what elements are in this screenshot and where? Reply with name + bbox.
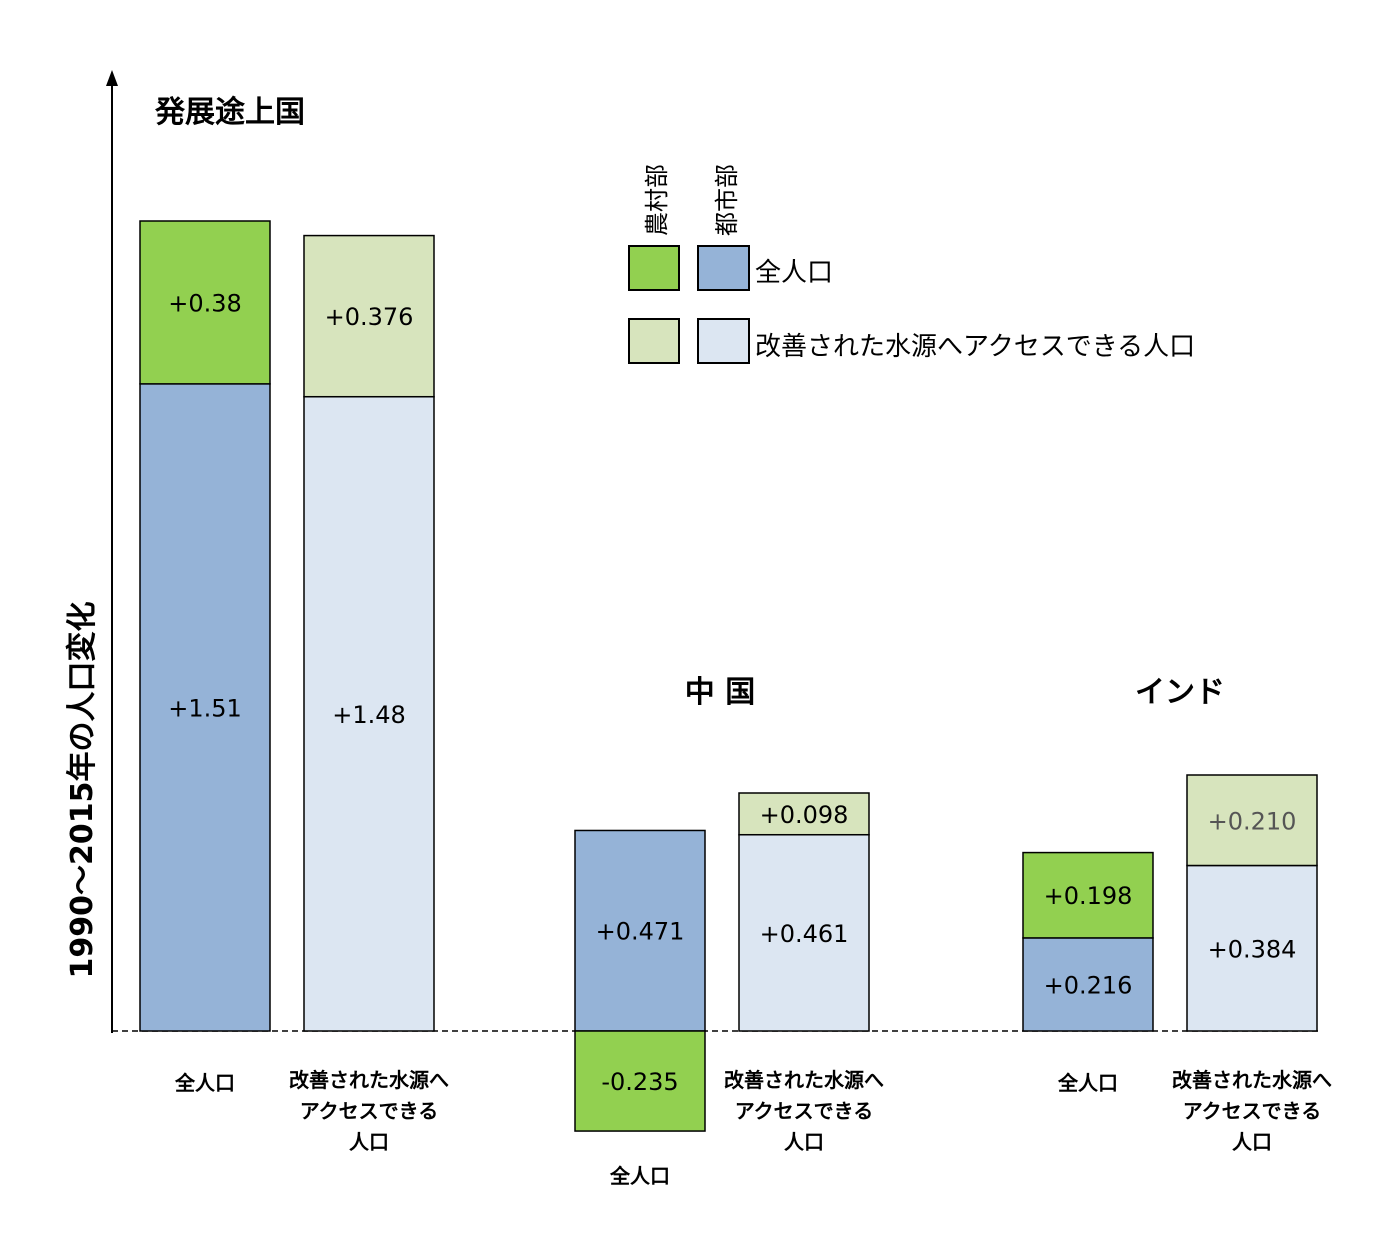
- legend: 農村部 都市部 全人口 改善された水源へアクセスできる人口: [628, 164, 1195, 364]
- data-label-0-0-urban: +1.51: [168, 694, 242, 722]
- bar-2-1-rural: [1186, 774, 1318, 867]
- legend-improved-label: 改善された水源へアクセスできる人口: [755, 332, 1195, 362]
- legend-swatch-urban-total: [697, 245, 750, 291]
- group-title-0: 発展途上国: [154, 95, 305, 130]
- category-label-0-1-0: 改善された水源へ: [289, 1068, 449, 1092]
- data-label-1-0-rural: -0.235: [601, 1068, 678, 1096]
- group-title-2: インド: [1135, 675, 1225, 710]
- legend-swatch-rural-improved: [628, 318, 680, 364]
- category-label-0-1-2: 人口: [349, 1130, 389, 1154]
- data-label-2-1-urban: +0.384: [1208, 935, 1297, 963]
- bar-0-1-urban: [303, 395, 435, 1032]
- category-label-1-0-0: 全人口: [609, 1164, 670, 1188]
- legend-swatch-rural-total: [628, 245, 680, 291]
- category-label-1-1-2: 人口: [784, 1130, 824, 1154]
- category-label-0-0-0: 全人口: [174, 1071, 235, 1095]
- bar-1-1-urban: [738, 833, 870, 1032]
- data-label-0-1-rural: +0.376: [325, 303, 414, 331]
- category-label-2-1-0: 改善された水源へ: [1172, 1068, 1332, 1092]
- bar-1-0-urban: [574, 829, 706, 1032]
- data-label-1-1-rural: +0.098: [760, 801, 849, 829]
- data-label-0-1-urban: +1.48: [332, 701, 406, 729]
- category-label-2-0-0: 全人口: [1057, 1071, 1118, 1095]
- bar-0-0-urban: [139, 383, 271, 1032]
- group-title-1: 中 国: [685, 675, 755, 710]
- bar-1-1-rural: [738, 792, 870, 836]
- legend-urban-label: 都市部: [713, 164, 741, 236]
- data-label-0-0-rural: +0.38: [168, 289, 242, 317]
- bars-layer: +1.51 +0.38 +1.48 +0.376 +0.471 -0.235 +0.461 +…: [139, 220, 1318, 1132]
- legend-total-label: 全人口: [755, 258, 833, 288]
- data-label-2-0-urban: +0.216: [1044, 971, 1133, 999]
- bar-2-0-rural: [1022, 851, 1154, 939]
- legend-rural-label: 農村部: [643, 164, 671, 236]
- bar-labels-layer: 全人口 改善された水源へアクセスできる人口全人口改善された水源へアクセスできる人口…: [174, 1068, 1332, 1188]
- data-label-2-0-rural: +0.198: [1044, 882, 1133, 910]
- bar-1-0-rural: [574, 1030, 706, 1132]
- data-label-1-1-urban: +0.461: [760, 920, 849, 948]
- bar-0-0-rural: [139, 220, 271, 385]
- bar-0-1-rural: [303, 234, 435, 398]
- y-axis-label: 1990～2015年の人口変化: [65, 602, 100, 979]
- category-label-2-1-2: 人口: [1232, 1130, 1272, 1154]
- category-label-1-1-1: アクセスできる: [735, 1099, 874, 1123]
- category-label-0-1-1: アクセスできる: [300, 1099, 439, 1123]
- y-axis-arrow-icon: [106, 70, 118, 86]
- legend-swatch-urban-improved: [697, 318, 750, 364]
- data-label-1-0-urban: +0.471: [596, 918, 685, 946]
- category-label-1-1-0: 改善された水源へ: [724, 1068, 884, 1092]
- category-label-2-1-1: アクセスできる: [1183, 1099, 1322, 1123]
- data-label-2-1-rural: +0.210: [1208, 807, 1297, 835]
- bar-2-1-urban: [1186, 864, 1318, 1032]
